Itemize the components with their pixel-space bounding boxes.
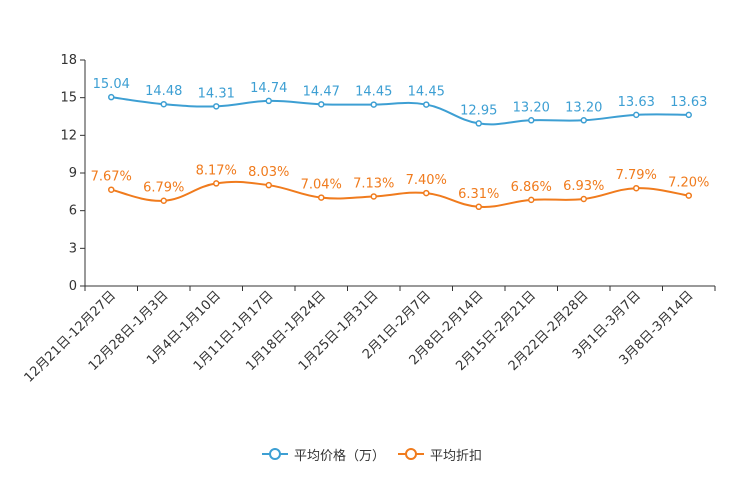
data-point[interactable] xyxy=(633,111,640,119)
data-label: 7.04% xyxy=(301,178,342,193)
data-label: 7.40% xyxy=(406,173,447,188)
data-label: 13.20 xyxy=(513,100,550,115)
data-point[interactable] xyxy=(318,101,325,108)
data-label: 6.93% xyxy=(563,179,604,194)
data-point[interactable] xyxy=(475,203,482,211)
data-label: 7.20% xyxy=(668,176,709,191)
legend-label-price: 平均价格（万） xyxy=(294,448,386,464)
legend-swatch-price-icon xyxy=(262,446,288,462)
data-point[interactable] xyxy=(685,192,692,199)
data-label: 13.63 xyxy=(670,95,707,110)
y-tick-label: 12 xyxy=(60,128,77,143)
data-point[interactable] xyxy=(160,197,167,204)
y-tick-label: 6 xyxy=(69,204,77,219)
y-tick-label: 0 xyxy=(69,279,77,294)
data-point[interactable] xyxy=(528,196,535,204)
legend-swatch-discount-icon xyxy=(398,446,424,462)
y-tick-label: 18 xyxy=(60,53,77,68)
data-label: 14.45 xyxy=(408,85,445,100)
data-label: 6.86% xyxy=(511,180,552,195)
data-point[interactable] xyxy=(475,120,482,127)
data-label: 8.17% xyxy=(196,163,237,178)
data-point[interactable] xyxy=(633,184,640,192)
data-point[interactable] xyxy=(423,189,430,197)
data-point[interactable] xyxy=(213,180,220,187)
data-point[interactable] xyxy=(318,194,325,201)
series-layer: 15.04 14.48 14.31 14.74 14.47 14.45 14.45 12.95… xyxy=(91,77,709,211)
data-label: 14.74 xyxy=(250,81,287,96)
data-point[interactable] xyxy=(580,195,587,203)
x-tick-label: 12月21日-12月27日 xyxy=(22,288,119,385)
data-point[interactable] xyxy=(108,186,115,193)
series-line xyxy=(111,96,689,126)
data-label: 7.67% xyxy=(91,170,132,185)
data-label: 7.13% xyxy=(353,176,394,191)
data-label: 15.04 xyxy=(93,77,130,92)
data-point[interactable] xyxy=(265,181,272,189)
y-tick-label: 9 xyxy=(69,166,77,181)
data-point[interactable] xyxy=(370,101,377,108)
data-point[interactable] xyxy=(265,97,272,105)
legend-item-discount[interactable]: 平均折扣 xyxy=(398,442,482,466)
data-point[interactable] xyxy=(160,100,167,108)
data-label: 14.45 xyxy=(355,85,392,100)
y-axis-ticks: 0 3 6 9 12 15 18 xyxy=(60,53,85,294)
series-0: 15.04 14.48 14.31 14.74 14.47 14.45 14.45 12.95… xyxy=(93,77,707,127)
series-line xyxy=(111,180,689,208)
legend: 平均价格（万） 平均折扣 xyxy=(0,442,744,466)
series-1: 7.67% 6.79% 8.17% 8.03% 7.04% 7.13% 7.40% 6.31%… xyxy=(91,163,709,211)
data-label: 14.48 xyxy=(145,84,182,99)
data-point[interactable] xyxy=(423,101,430,108)
data-point[interactable] xyxy=(580,117,587,124)
data-label: 12.95 xyxy=(460,103,497,118)
data-label: 13.63 xyxy=(618,95,655,110)
legend-label-discount: 平均折扣 xyxy=(430,448,483,464)
data-point[interactable] xyxy=(108,93,115,101)
data-point[interactable] xyxy=(213,103,220,110)
data-point[interactable] xyxy=(370,193,377,200)
data-label: 13.20 xyxy=(565,100,602,115)
data-label: 6.31% xyxy=(458,187,499,202)
legend-item-price[interactable]: 平均价格（万） xyxy=(262,442,385,466)
data-point[interactable] xyxy=(685,111,692,119)
data-label: 14.47 xyxy=(303,84,340,99)
y-tick-label: 15 xyxy=(60,91,77,106)
data-point[interactable] xyxy=(528,117,535,124)
data-label: 6.79% xyxy=(143,181,184,196)
x-axis-ticks: 12月21日-12月27日12月28日-1月3日1月4日-1月10日1月11日-… xyxy=(22,286,716,386)
data-label: 14.31 xyxy=(198,86,235,101)
y-tick-label: 3 xyxy=(69,241,77,256)
data-label: 7.79% xyxy=(616,168,657,183)
data-label: 8.03% xyxy=(248,165,289,180)
